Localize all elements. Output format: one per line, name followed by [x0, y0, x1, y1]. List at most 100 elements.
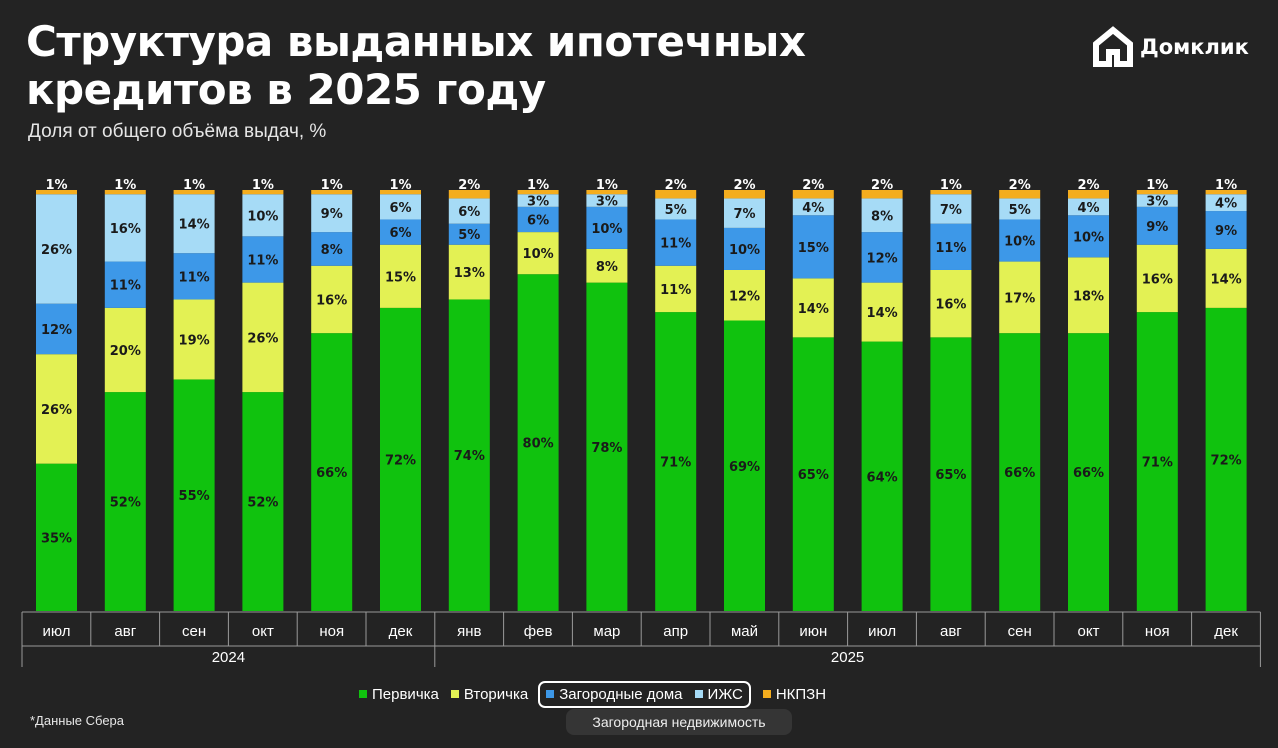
data-label-primary-10: 71% — [660, 456, 691, 471]
bar-segment-country-15 — [999, 219, 1041, 262]
bar-segment-izhs-14 — [930, 194, 972, 224]
data-label-nkpzn-15: 2% — [1009, 178, 1031, 193]
data-label-nkpzn-3: 1% — [183, 178, 205, 193]
bar-segment-nkpzn-2 — [104, 190, 146, 195]
x-tick-label-1: июл — [42, 623, 70, 640]
bar-segment-secondary-8 — [517, 232, 559, 275]
bar-segment-secondary-3 — [173, 299, 215, 380]
bar-segment-izhs-18 — [1205, 194, 1247, 212]
bar-segment-nkpzn-8 — [517, 190, 559, 195]
data-label-izhs-16: 4% — [1077, 201, 1099, 216]
bar-segment-country-4 — [242, 236, 284, 283]
chart-title: Структура выданных ипотечных кредитов в … — [26, 17, 806, 114]
data-label-secondary-15: 17% — [1004, 291, 1035, 306]
bar-segment-primary-14 — [930, 337, 972, 611]
bar-segment-izhs-1 — [36, 194, 77, 304]
data-label-primary-17: 71% — [1142, 456, 1173, 471]
legend-label-primary: Первичка — [372, 685, 439, 703]
data-label-secondary-18: 14% — [1211, 272, 1242, 287]
x-tick-label-5: ноя — [319, 623, 344, 640]
bar-segment-secondary-5 — [311, 265, 353, 334]
bar-segment-secondary-9 — [586, 248, 628, 283]
x-tick-label-9: мар — [593, 623, 620, 640]
data-label-primary-12: 65% — [798, 468, 829, 483]
data-label-izhs-13: 8% — [871, 209, 893, 224]
bar-segment-primary-1 — [36, 463, 77, 611]
x-tick-label-4: окт — [252, 623, 274, 640]
data-label-primary-13: 64% — [867, 470, 898, 485]
bar-segment-country-17 — [1136, 206, 1178, 245]
data-label-primary-16: 66% — [1073, 466, 1104, 481]
bar-segment-country-10 — [655, 219, 697, 266]
data-label-secondary-11: 12% — [729, 289, 760, 304]
x-tick-label-14: авг — [940, 623, 962, 640]
data-label-izhs-18: 4% — [1215, 197, 1237, 212]
bar-segment-secondary-16 — [1068, 257, 1109, 334]
data-label-nkpzn-10: 2% — [665, 178, 687, 193]
bar-segment-secondary-17 — [1136, 244, 1178, 313]
bar-segment-secondary-4 — [242, 282, 284, 393]
bar-segment-izhs-2 — [104, 194, 146, 262]
data-label-izhs-6: 6% — [389, 201, 411, 216]
data-label-country-3: 11% — [179, 270, 210, 285]
data-label-nkpzn-17: 1% — [1146, 178, 1168, 193]
x-tick-label-7: янв — [457, 623, 481, 640]
data-label-secondary-17: 16% — [1142, 272, 1173, 287]
data-label-primary-8: 80% — [523, 437, 554, 452]
data-label-country-9: 10% — [591, 222, 622, 237]
legend-country-group: Загородные дома ИЖС — [538, 680, 751, 708]
x-tick-label-3: сен — [182, 623, 206, 640]
bar-segment-primary-2 — [104, 392, 146, 611]
bar-segment-nkpzn-10 — [655, 190, 697, 199]
data-label-secondary-12: 14% — [798, 302, 829, 317]
data-label-secondary-2: 20% — [110, 344, 141, 359]
x-tick-label-11: май — [731, 623, 758, 640]
data-label-country-7: 5% — [458, 228, 480, 243]
bar-segment-secondary-2 — [104, 307, 146, 393]
bar-segment-primary-4 — [242, 392, 284, 611]
data-label-secondary-10: 11% — [660, 283, 691, 298]
legend-item-primary: Первичка — [359, 686, 439, 703]
year-label-2024: 2024 — [212, 649, 245, 666]
bar-segment-nkpzn-5 — [311, 190, 353, 195]
legend: Первичка Вторичка Загородные дома ИЖС НК… — [359, 680, 838, 708]
bar-segment-primary-7 — [448, 299, 490, 611]
data-label-izhs-2: 16% — [110, 222, 141, 237]
legend-group-label: Загородная недвижимость — [566, 709, 792, 735]
data-label-izhs-15: 5% — [1009, 203, 1031, 218]
bar-segment-primary-3 — [173, 379, 215, 611]
data-label-secondary-14: 16% — [935, 298, 966, 313]
data-label-nkpzn-14: 1% — [940, 178, 962, 193]
data-label-izhs-8: 3% — [527, 195, 549, 210]
data-label-country-6: 6% — [389, 226, 411, 241]
data-label-nkpzn-16: 2% — [1077, 178, 1099, 193]
legend-label-nkpzn: НКПЗН — [775, 685, 827, 703]
bar-segment-nkpzn-15 — [999, 190, 1041, 199]
data-label-country-5: 8% — [321, 243, 343, 258]
bar-segment-izhs-12 — [792, 198, 834, 216]
legend-swatch-izhs — [694, 690, 703, 698]
bar-segment-nkpzn-11 — [724, 190, 765, 199]
bar-segment-nkpzn-16 — [1068, 190, 1109, 199]
data-label-primary-1: 35% — [41, 531, 72, 546]
data-label-nkpzn-13: 2% — [871, 178, 893, 193]
data-label-izhs-17: 3% — [1146, 195, 1168, 210]
data-label-country-18: 9% — [1215, 224, 1237, 239]
bar-segment-nkpzn-9 — [586, 190, 628, 195]
bar-segment-country-6 — [380, 219, 421, 245]
bar-segment-secondary-1 — [36, 354, 77, 464]
bar-segment-country-18 — [1205, 211, 1247, 249]
data-label-country-8: 6% — [527, 213, 549, 228]
year-label-2025: 2025 — [831, 649, 864, 666]
data-label-secondary-4: 26% — [247, 331, 278, 346]
bar-segment-nkpzn-1 — [36, 190, 77, 195]
bar-segment-country-7 — [448, 223, 490, 245]
data-label-izhs-14: 7% — [940, 203, 962, 218]
legend-label-secondary: Вторичка — [463, 685, 529, 703]
bar-segment-country-8 — [517, 206, 559, 233]
data-label-secondary-6: 15% — [385, 270, 416, 285]
bar-segment-country-16 — [1068, 215, 1109, 258]
data-label-secondary-9: 8% — [596, 260, 618, 275]
data-label-country-15: 10% — [1004, 235, 1035, 250]
data-label-primary-9: 78% — [591, 441, 622, 456]
